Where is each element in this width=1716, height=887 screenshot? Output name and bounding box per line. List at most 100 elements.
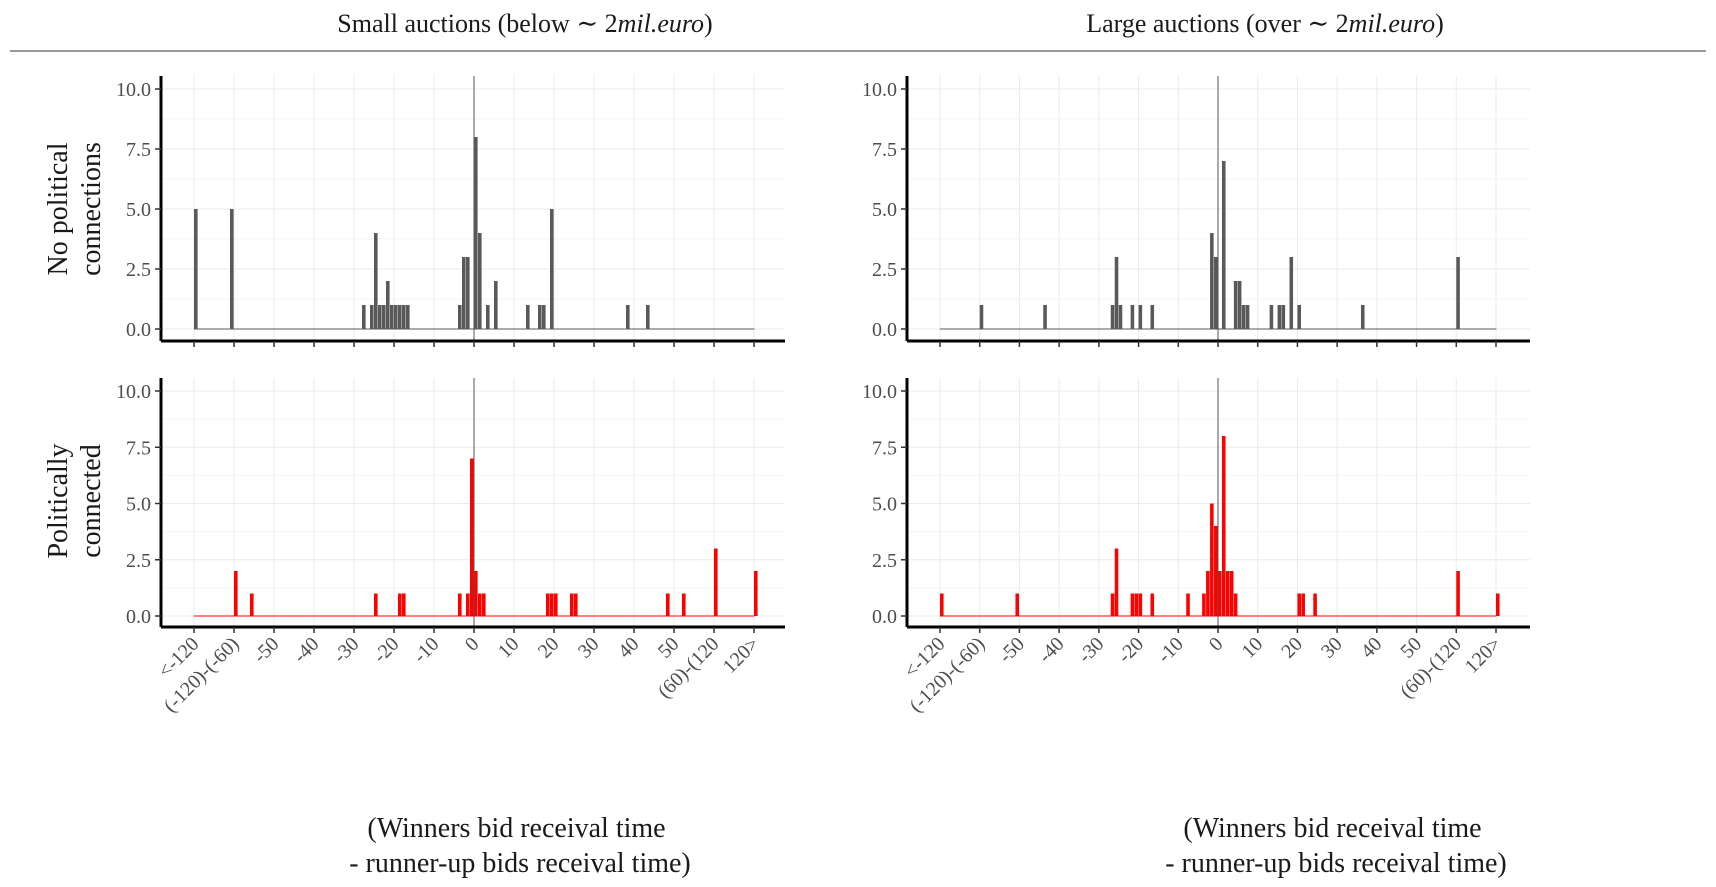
bar — [1301, 593, 1305, 616]
panel-large-connected: 0.02.55.07.510.0<-120(-120)-(-60) -50 -40-… — [862, 378, 1530, 717]
bar — [1277, 305, 1282, 329]
x-tick-label: -40 — [1034, 633, 1068, 667]
bar — [1214, 526, 1218, 616]
row-title-no-connections-line-1: No political — [43, 142, 74, 275]
bar — [1297, 593, 1301, 616]
x-tick-label: 40 — [614, 633, 644, 663]
bar — [1218, 571, 1222, 616]
bar — [1186, 593, 1190, 616]
y-tick-label: 0.0 — [126, 319, 151, 341]
bar — [394, 305, 398, 329]
bar — [470, 458, 474, 616]
column-title-large: Large auctions (over ∼ 2mil.euro) — [1086, 9, 1444, 38]
x-tick-label: 0 — [461, 633, 484, 656]
bar — [1456, 257, 1460, 329]
bar — [230, 209, 234, 329]
bar — [1281, 305, 1286, 329]
bar — [474, 571, 478, 616]
bar — [466, 593, 470, 616]
bar — [1015, 593, 1020, 616]
bars — [234, 458, 758, 616]
bar — [546, 593, 550, 616]
bar — [1229, 571, 1234, 616]
y-tick-label: 0.0 — [872, 319, 897, 341]
bar — [1114, 548, 1119, 616]
y-tick-label: 10.0 — [116, 79, 151, 101]
y-tick-label: 10.0 — [116, 381, 151, 403]
bar — [1202, 593, 1206, 616]
y-tick-label: 2.5 — [126, 259, 151, 281]
x-tick-label: 30 — [1317, 633, 1347, 663]
row-title-no-connections-line-2: connections — [76, 142, 107, 276]
x-tick-label: -20 — [369, 633, 403, 667]
bar — [1214, 257, 1218, 329]
bar — [402, 593, 406, 616]
panel-small-connected: 0.02.55.07.510.0<-120(-120)-(-60) -50 -40-… — [116, 378, 785, 717]
bar — [626, 305, 630, 329]
x-tick-label: -10 — [409, 633, 443, 667]
y-tick-label: 7.5 — [126, 139, 151, 161]
bar — [194, 209, 198, 329]
bar — [1456, 571, 1460, 616]
y-tick-label: 0.0 — [872, 606, 897, 628]
x-tick-label: 120> — [719, 633, 764, 678]
bar — [1225, 571, 1230, 616]
x-tick-label: 40 — [1357, 633, 1387, 663]
y-tick-label: 5.0 — [126, 199, 151, 221]
bar — [666, 593, 670, 616]
bar — [682, 593, 686, 616]
bars — [940, 436, 1500, 616]
bar — [478, 593, 482, 616]
bar — [474, 137, 478, 329]
y-tick-label: 2.5 — [126, 550, 151, 572]
x-caption-large: (Winners bid receival time - runner-up b… — [1165, 813, 1507, 879]
bar — [1360, 305, 1365, 329]
bar — [574, 593, 578, 616]
x-tick-label: 10 — [1238, 633, 1268, 663]
bar — [462, 257, 466, 329]
bar — [370, 305, 374, 329]
bar — [1245, 305, 1250, 329]
bar — [1134, 593, 1139, 616]
bar — [478, 233, 482, 329]
bar — [1206, 571, 1210, 616]
bar — [398, 593, 402, 616]
y-tick-label: 7.5 — [126, 437, 151, 459]
y-tick-label: 10.0 — [862, 79, 897, 101]
bar — [1289, 257, 1294, 329]
bar — [1221, 161, 1226, 329]
bar — [362, 305, 366, 329]
bar — [940, 593, 944, 616]
bar — [402, 305, 406, 329]
bar — [398, 305, 402, 329]
bar — [386, 281, 390, 329]
x-tick-label: -50 — [995, 633, 1029, 667]
bar — [374, 233, 378, 329]
x-tick-label: -20 — [1114, 633, 1148, 667]
panel-small-no-connections: 0.0 2.5 5.0 7.5 10.0 — [116, 76, 785, 347]
bar — [1130, 593, 1135, 616]
bar — [390, 305, 394, 329]
bar — [482, 593, 486, 616]
bar — [374, 593, 378, 616]
x-tick-label: -10 — [1153, 633, 1187, 667]
bar — [1150, 305, 1155, 329]
x-tick-label: 50 — [654, 633, 684, 663]
bar — [1221, 436, 1226, 616]
bar — [550, 209, 554, 329]
row-title-connected-line-2: connected — [76, 444, 107, 558]
bar — [250, 593, 254, 616]
x-tick-label: 30 — [574, 633, 604, 663]
y-tick-label: 5.0 — [872, 199, 897, 221]
bar — [234, 571, 238, 616]
bar — [1118, 305, 1123, 329]
y-tick-label: 2.5 — [872, 259, 897, 281]
bar — [1210, 503, 1214, 616]
y-tick-label: 7.5 — [872, 139, 897, 161]
bar — [979, 305, 984, 329]
bar — [486, 305, 490, 329]
x-tick-label: -30 — [1074, 633, 1108, 667]
bar — [1496, 593, 1500, 616]
x-tick-label: -30 — [329, 633, 363, 667]
bar — [646, 305, 650, 329]
